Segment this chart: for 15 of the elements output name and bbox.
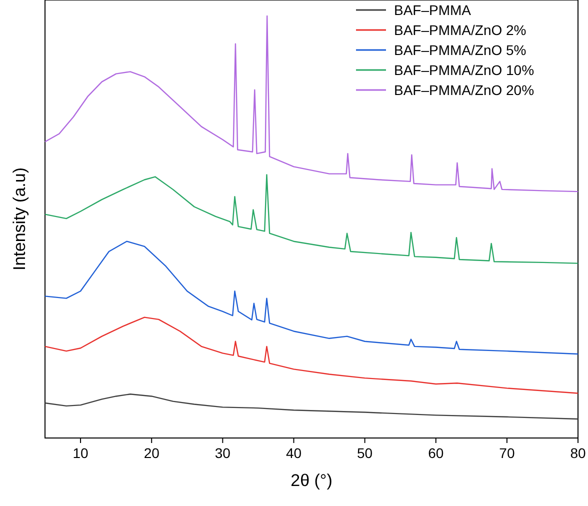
x-axis-title: 2θ (°) xyxy=(290,471,332,490)
x-tick-label: 60 xyxy=(428,445,444,461)
x-tick-label: 80 xyxy=(570,445,586,461)
x-tick-label: 20 xyxy=(144,445,160,461)
x-tick-label: 10 xyxy=(72,445,89,461)
y-axis-title: Intensity (a.u) xyxy=(10,168,29,270)
x-tick-label: 30 xyxy=(214,445,231,461)
x-tick-label: 40 xyxy=(286,445,302,461)
x-tick-label: 50 xyxy=(357,445,373,461)
x-tick-label: 70 xyxy=(499,445,515,461)
legend-label: BAF–PMMA/ZnO 5% xyxy=(394,42,526,58)
legend-label: BAF–PMMA/ZnO 10% xyxy=(394,62,534,78)
legend-label: BAF–PMMA xyxy=(394,2,472,18)
legend-label: BAF–PMMA/ZnO 2% xyxy=(394,22,526,38)
legend-label: BAF–PMMA/ZnO 20% xyxy=(394,82,534,98)
